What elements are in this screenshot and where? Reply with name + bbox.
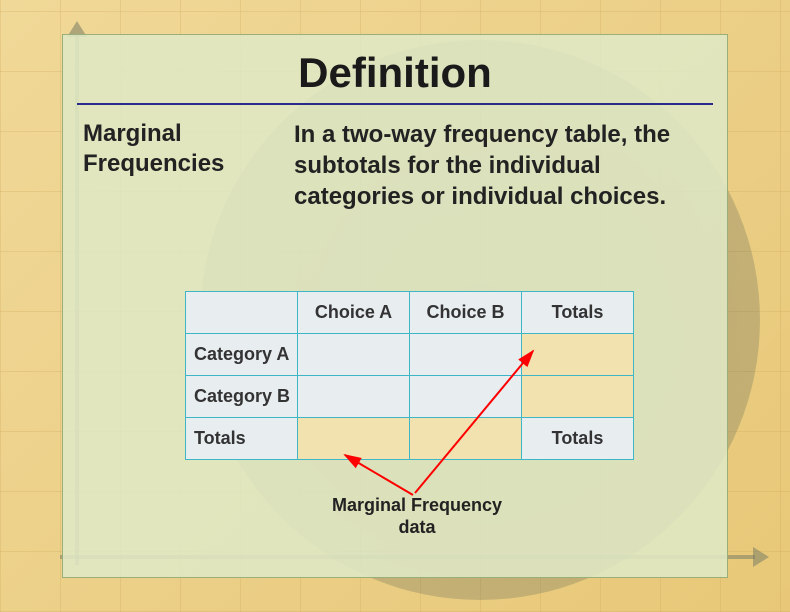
- definition-row: Marginal Frequencies In a two-way freque…: [63, 119, 727, 213]
- cell: [410, 376, 522, 418]
- table-header-choice-a: Choice A: [298, 292, 410, 334]
- cell-grand-total: Totals: [522, 418, 634, 460]
- caption-line-2: data: [398, 517, 435, 537]
- cell-marginal: [522, 376, 634, 418]
- cell-marginal: [410, 418, 522, 460]
- title-underline: [77, 103, 713, 105]
- cell: [298, 376, 410, 418]
- row-label-category-a: Category A: [186, 334, 298, 376]
- frequency-table-wrap: Choice A Choice B Totals Category A Cate…: [185, 291, 634, 460]
- cell: [298, 334, 410, 376]
- table-header-blank: [186, 292, 298, 334]
- cell-marginal: [522, 334, 634, 376]
- term-line-2: Frequencies: [83, 150, 224, 177]
- page-title: Definition: [63, 35, 727, 103]
- table-row: Totals Totals: [186, 418, 634, 460]
- definition-description: In a two-way frequency table, the subtot…: [294, 119, 707, 213]
- table-row: Category B: [186, 376, 634, 418]
- table-row: Category A: [186, 334, 634, 376]
- table-header-choice-b: Choice B: [410, 292, 522, 334]
- content-panel: Definition Marginal Frequencies In a two…: [62, 34, 728, 578]
- term-line-1: Marginal: [83, 120, 182, 147]
- table-header-totals: Totals: [522, 292, 634, 334]
- definition-term: Marginal Frequencies: [83, 119, 268, 213]
- cell: [410, 334, 522, 376]
- cell-marginal: [298, 418, 410, 460]
- row-label-category-b: Category B: [186, 376, 298, 418]
- row-label-totals: Totals: [186, 418, 298, 460]
- frequency-table: Choice A Choice B Totals Category A Cate…: [185, 291, 634, 460]
- annotation-caption: Marginal Frequency data: [307, 495, 527, 538]
- caption-line-1: Marginal Frequency: [332, 495, 502, 515]
- table-row: Choice A Choice B Totals: [186, 292, 634, 334]
